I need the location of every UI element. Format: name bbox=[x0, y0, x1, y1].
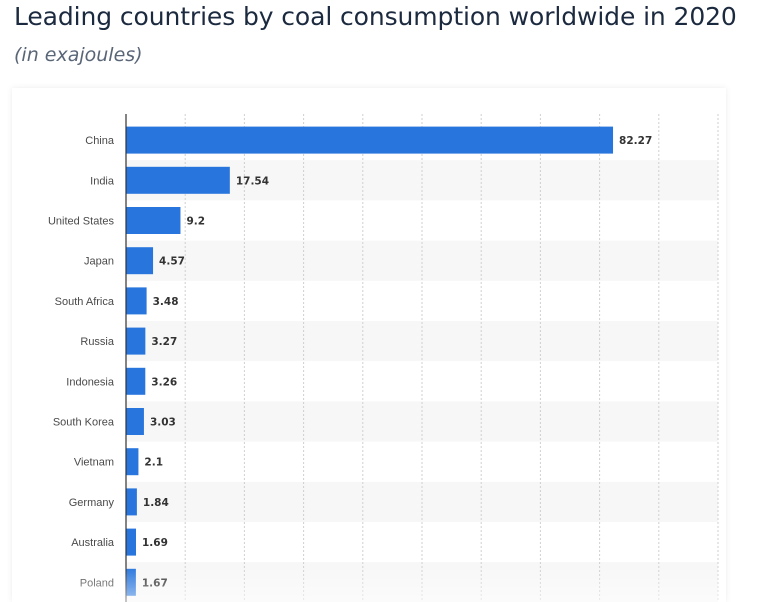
category-label: South Korea bbox=[53, 417, 115, 429]
bar-south-korea bbox=[126, 408, 144, 435]
bar-russia bbox=[126, 327, 146, 355]
bar-china bbox=[126, 126, 614, 154]
bar-united-states bbox=[126, 207, 181, 234]
bar-indonesia bbox=[126, 367, 146, 395]
bar-australia bbox=[126, 528, 137, 556]
bar-japan bbox=[126, 247, 154, 275]
category-label: Australia bbox=[71, 537, 115, 549]
chart-card: China 82.27 India 17.54 United States 9.2 Japa… bbox=[12, 88, 726, 602]
bar-vietnam bbox=[126, 448, 139, 476]
category-label: Indonesia bbox=[66, 376, 115, 388]
category-label: China bbox=[85, 135, 115, 147]
value-label: 3.03 bbox=[150, 417, 176, 429]
category-label: United States bbox=[48, 216, 115, 228]
category-label: South Africa bbox=[55, 296, 115, 308]
category-label: Russia bbox=[80, 336, 115, 348]
value-label: 3.48 bbox=[153, 296, 179, 308]
bar-poland bbox=[126, 568, 136, 596]
value-label: 1.69 bbox=[142, 537, 168, 549]
category-label: Japan bbox=[84, 256, 114, 268]
bar-germany bbox=[126, 488, 137, 516]
value-label: 1.84 bbox=[143, 497, 169, 509]
value-label: 3.27 bbox=[151, 336, 177, 348]
value-label: 4.57 bbox=[159, 256, 185, 268]
bar-south-africa bbox=[126, 287, 147, 315]
bar-india bbox=[126, 166, 230, 194]
page-title: Leading countries by coal consumption wo… bbox=[14, 2, 737, 31]
value-label: 2.1 bbox=[144, 457, 163, 469]
page-subtitle: (in exajoules) bbox=[14, 44, 143, 66]
value-label: 3.26 bbox=[151, 376, 177, 388]
value-label: 1.67 bbox=[142, 577, 168, 589]
category-label: Germany bbox=[69, 497, 115, 509]
value-label: 17.54 bbox=[236, 175, 269, 187]
value-label: 82.27 bbox=[619, 135, 652, 147]
category-label: Poland bbox=[80, 577, 114, 589]
bar-chart: China 82.27 India 17.54 United States 9.2 Japa… bbox=[48, 114, 719, 602]
category-label: Vietnam bbox=[74, 457, 114, 469]
value-label: 9.2 bbox=[186, 216, 205, 228]
category-label: India bbox=[90, 175, 115, 187]
